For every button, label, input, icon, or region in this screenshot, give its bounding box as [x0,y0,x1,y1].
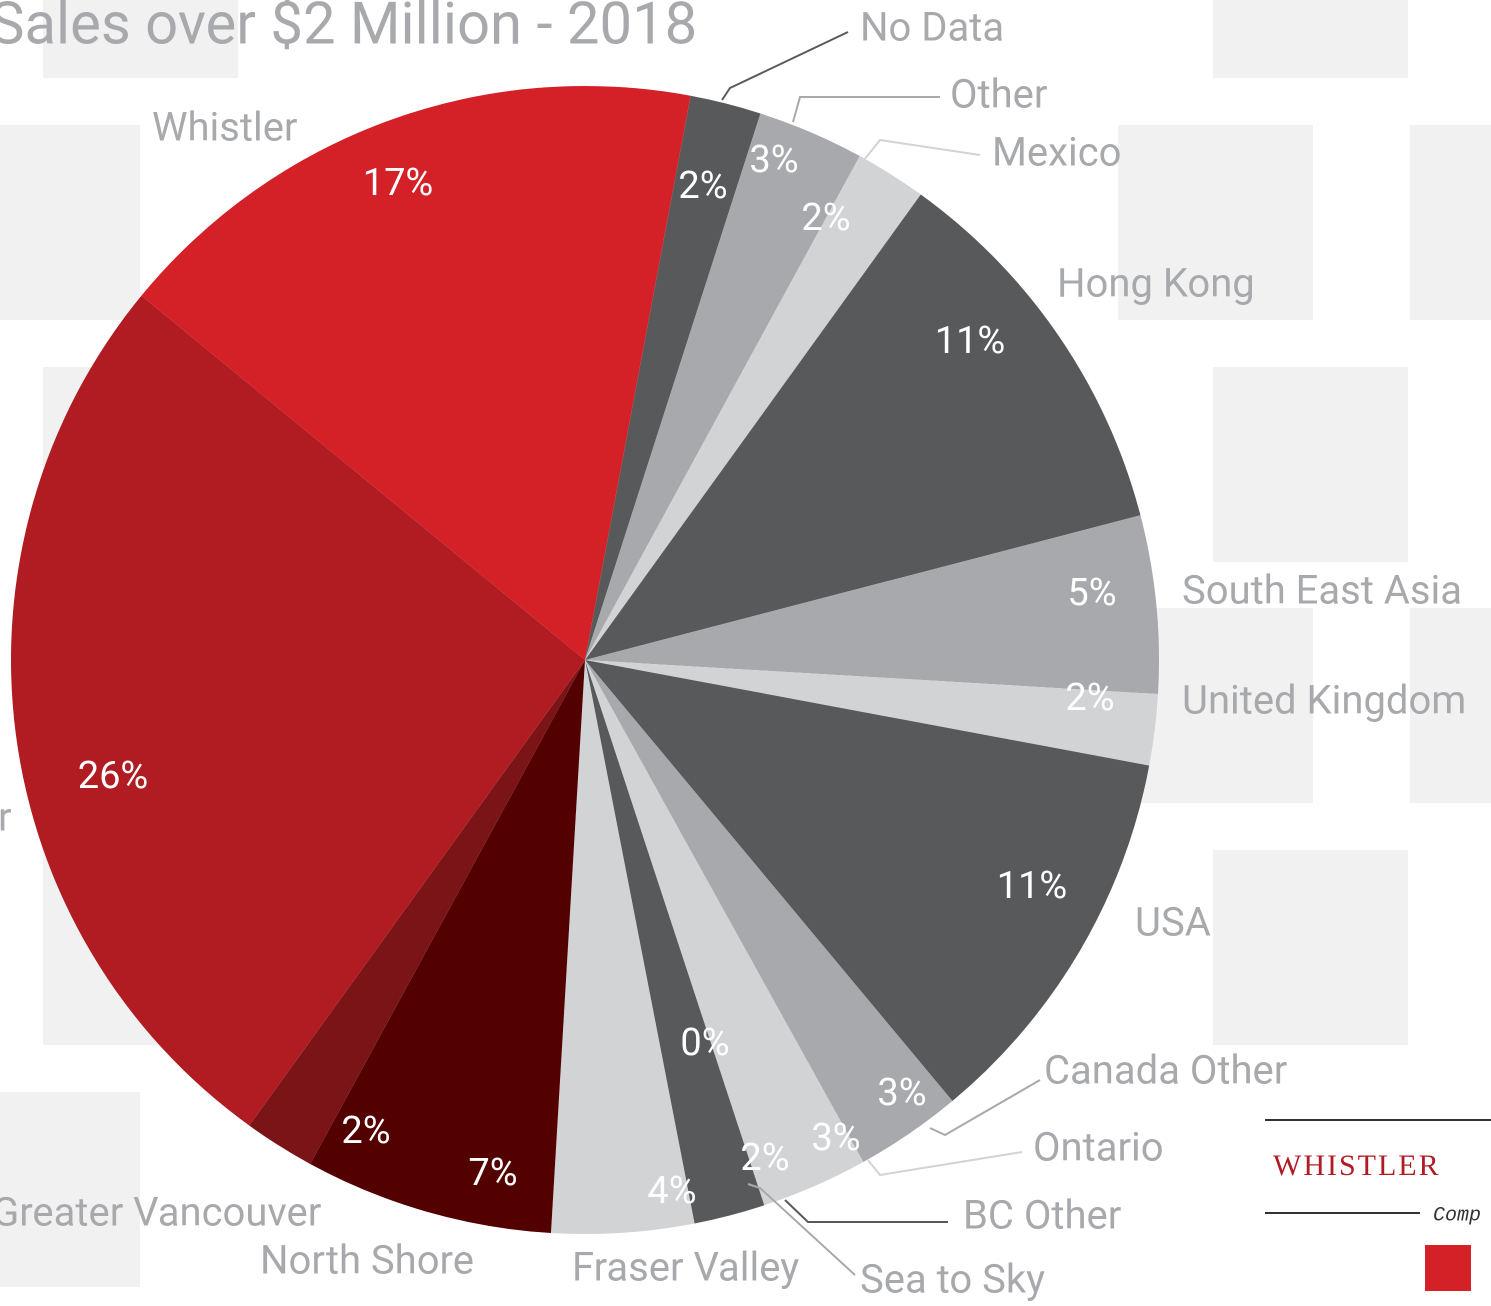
slice-value-label: 2% [1065,676,1114,720]
slice-value-label: 2% [740,1136,789,1180]
slice-name-label: Canada Other [1044,1047,1287,1094]
slice-name-label: USA [1135,899,1211,946]
slice-name-label: North Shore [260,1237,474,1284]
slice-value-label: 3% [749,138,798,182]
slice-name-label: No Data [860,4,1004,51]
leader-line [868,1152,1022,1175]
slice-name-label: United Kingdom [1182,677,1466,724]
slice-value-label: 5% [1067,571,1116,615]
leader-line [860,140,980,165]
slice-name-label: South East Asia [1182,567,1462,614]
slice-name-label: BC Other [963,1192,1121,1239]
pie [11,86,1159,1234]
leader-line [785,1200,948,1222]
slice-value-label: 2% [801,196,850,240]
leader-line [722,32,848,100]
slice-value-label: 7% [468,1151,517,1195]
slice-name-label: Sea to Sky [860,1256,1045,1303]
slice-value-label: 11% [935,319,1006,363]
slice-value-label: 3% [877,1071,926,1115]
chart-title: Sales over $2 Million - 2018 [0,0,697,58]
logo: WHISTLER Comp [1265,1120,1491,1291]
slice-value-label: 0% [680,1021,729,1065]
slice-name-label: Ontario [1033,1124,1164,1171]
chart: 2% No Data 3% Other 2% Mexico 11% Hong Kong 5% So… [0,0,1491,1306]
slice-name-label: r [0,794,12,841]
slice-name-label: Greater Vancouver [0,1189,321,1236]
slice-name-label: Whistler [152,104,297,151]
slice-value-label: 26% [78,754,149,798]
slice-name-label: Mexico [992,129,1121,176]
slice-value-label: 2% [678,164,727,208]
slice-name-label: Hong Kong [1057,260,1255,307]
slice-value-label: 11% [997,864,1068,908]
slice-value-label: 2% [341,1109,390,1153]
logo-subtitle: Comp [1433,1204,1481,1227]
logo-name: WHISTLER [1273,1149,1441,1182]
slice-name-label: Other [950,71,1047,118]
slice-value-label: 4% [647,1169,696,1213]
leader-line [793,97,940,122]
slice-value-label: 17% [363,161,434,205]
slice-name-label: Fraser Valley [572,1244,799,1291]
slice-value-label: 3% [811,1116,860,1160]
